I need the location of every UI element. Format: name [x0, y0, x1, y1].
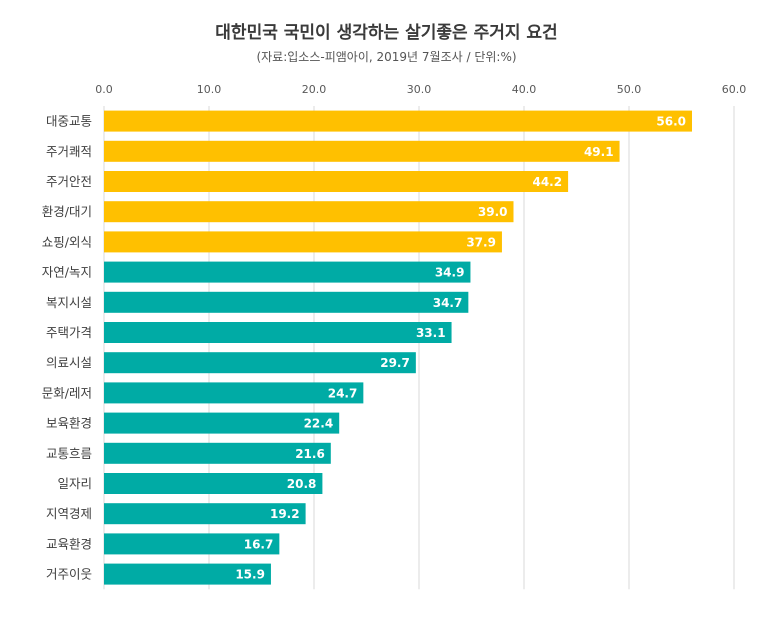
category-label: 문화/레저	[42, 385, 92, 400]
data-label: 16.7	[244, 537, 274, 551]
x-tick-label: 0.0	[95, 83, 113, 96]
bar	[104, 171, 569, 192]
bar	[104, 533, 280, 555]
bar	[104, 261, 471, 283]
chart-subtitle: (자료:입소스-피앰아이, 2019년 7월조사 / 단위:%)	[256, 50, 517, 64]
data-label: 39.0	[478, 205, 508, 219]
data-label: 37.9	[466, 235, 496, 249]
chart-title: 대한민국 국민이 생각하는 살기좋은 주거지 요건	[215, 23, 558, 43]
bar	[104, 352, 416, 374]
category-label: 교육환경	[46, 536, 92, 551]
bar	[104, 563, 271, 585]
x-tick-label: 10.0	[197, 83, 222, 96]
bar	[104, 503, 306, 525]
category-label: 일자리	[57, 476, 92, 491]
category-label: 복지시설	[46, 295, 92, 310]
data-label: 19.2	[270, 507, 300, 521]
category-label: 대중교통	[46, 114, 92, 129]
data-label: 20.8	[287, 477, 317, 491]
data-label: 34.7	[433, 296, 463, 310]
bar	[104, 473, 323, 494]
category-label: 주거안전	[46, 174, 92, 189]
category-label: 환경/대기	[42, 204, 92, 219]
x-tick-label: 60.0	[722, 83, 747, 96]
data-label: 21.6	[295, 447, 325, 461]
x-tick-label: 20.0	[302, 83, 327, 96]
bar	[104, 382, 364, 404]
bar	[104, 322, 452, 343]
data-label: 15.9	[235, 568, 265, 582]
bar	[104, 140, 620, 162]
category-label: 지역경제	[46, 506, 92, 521]
data-label: 56.0	[656, 115, 686, 129]
bar	[104, 231, 502, 253]
data-label: 49.1	[584, 145, 614, 159]
category-label: 보육환경	[46, 416, 92, 431]
data-label: 44.2	[532, 175, 562, 189]
category-label: 주거쾌적	[46, 144, 92, 159]
bar	[104, 201, 514, 223]
bar	[104, 291, 469, 313]
category-label: 교통흐름	[46, 446, 92, 461]
category-label: 의료시설	[46, 355, 92, 370]
data-label: 22.4	[304, 417, 334, 431]
data-label: 33.1	[416, 326, 446, 340]
x-tick-label: 30.0	[407, 83, 432, 96]
data-label: 34.9	[435, 266, 465, 280]
bar	[104, 442, 331, 464]
category-label: 자연/녹지	[42, 265, 92, 280]
category-label: 쇼핑/외식	[42, 234, 92, 249]
data-label: 29.7	[380, 356, 410, 370]
category-label: 주택가격	[46, 325, 92, 340]
data-label: 24.7	[328, 386, 358, 400]
bar	[104, 110, 692, 132]
x-tick-label: 50.0	[617, 83, 642, 96]
category-label: 거주이웃	[46, 567, 92, 582]
bar	[104, 412, 340, 434]
x-tick-label: 40.0	[512, 83, 537, 96]
